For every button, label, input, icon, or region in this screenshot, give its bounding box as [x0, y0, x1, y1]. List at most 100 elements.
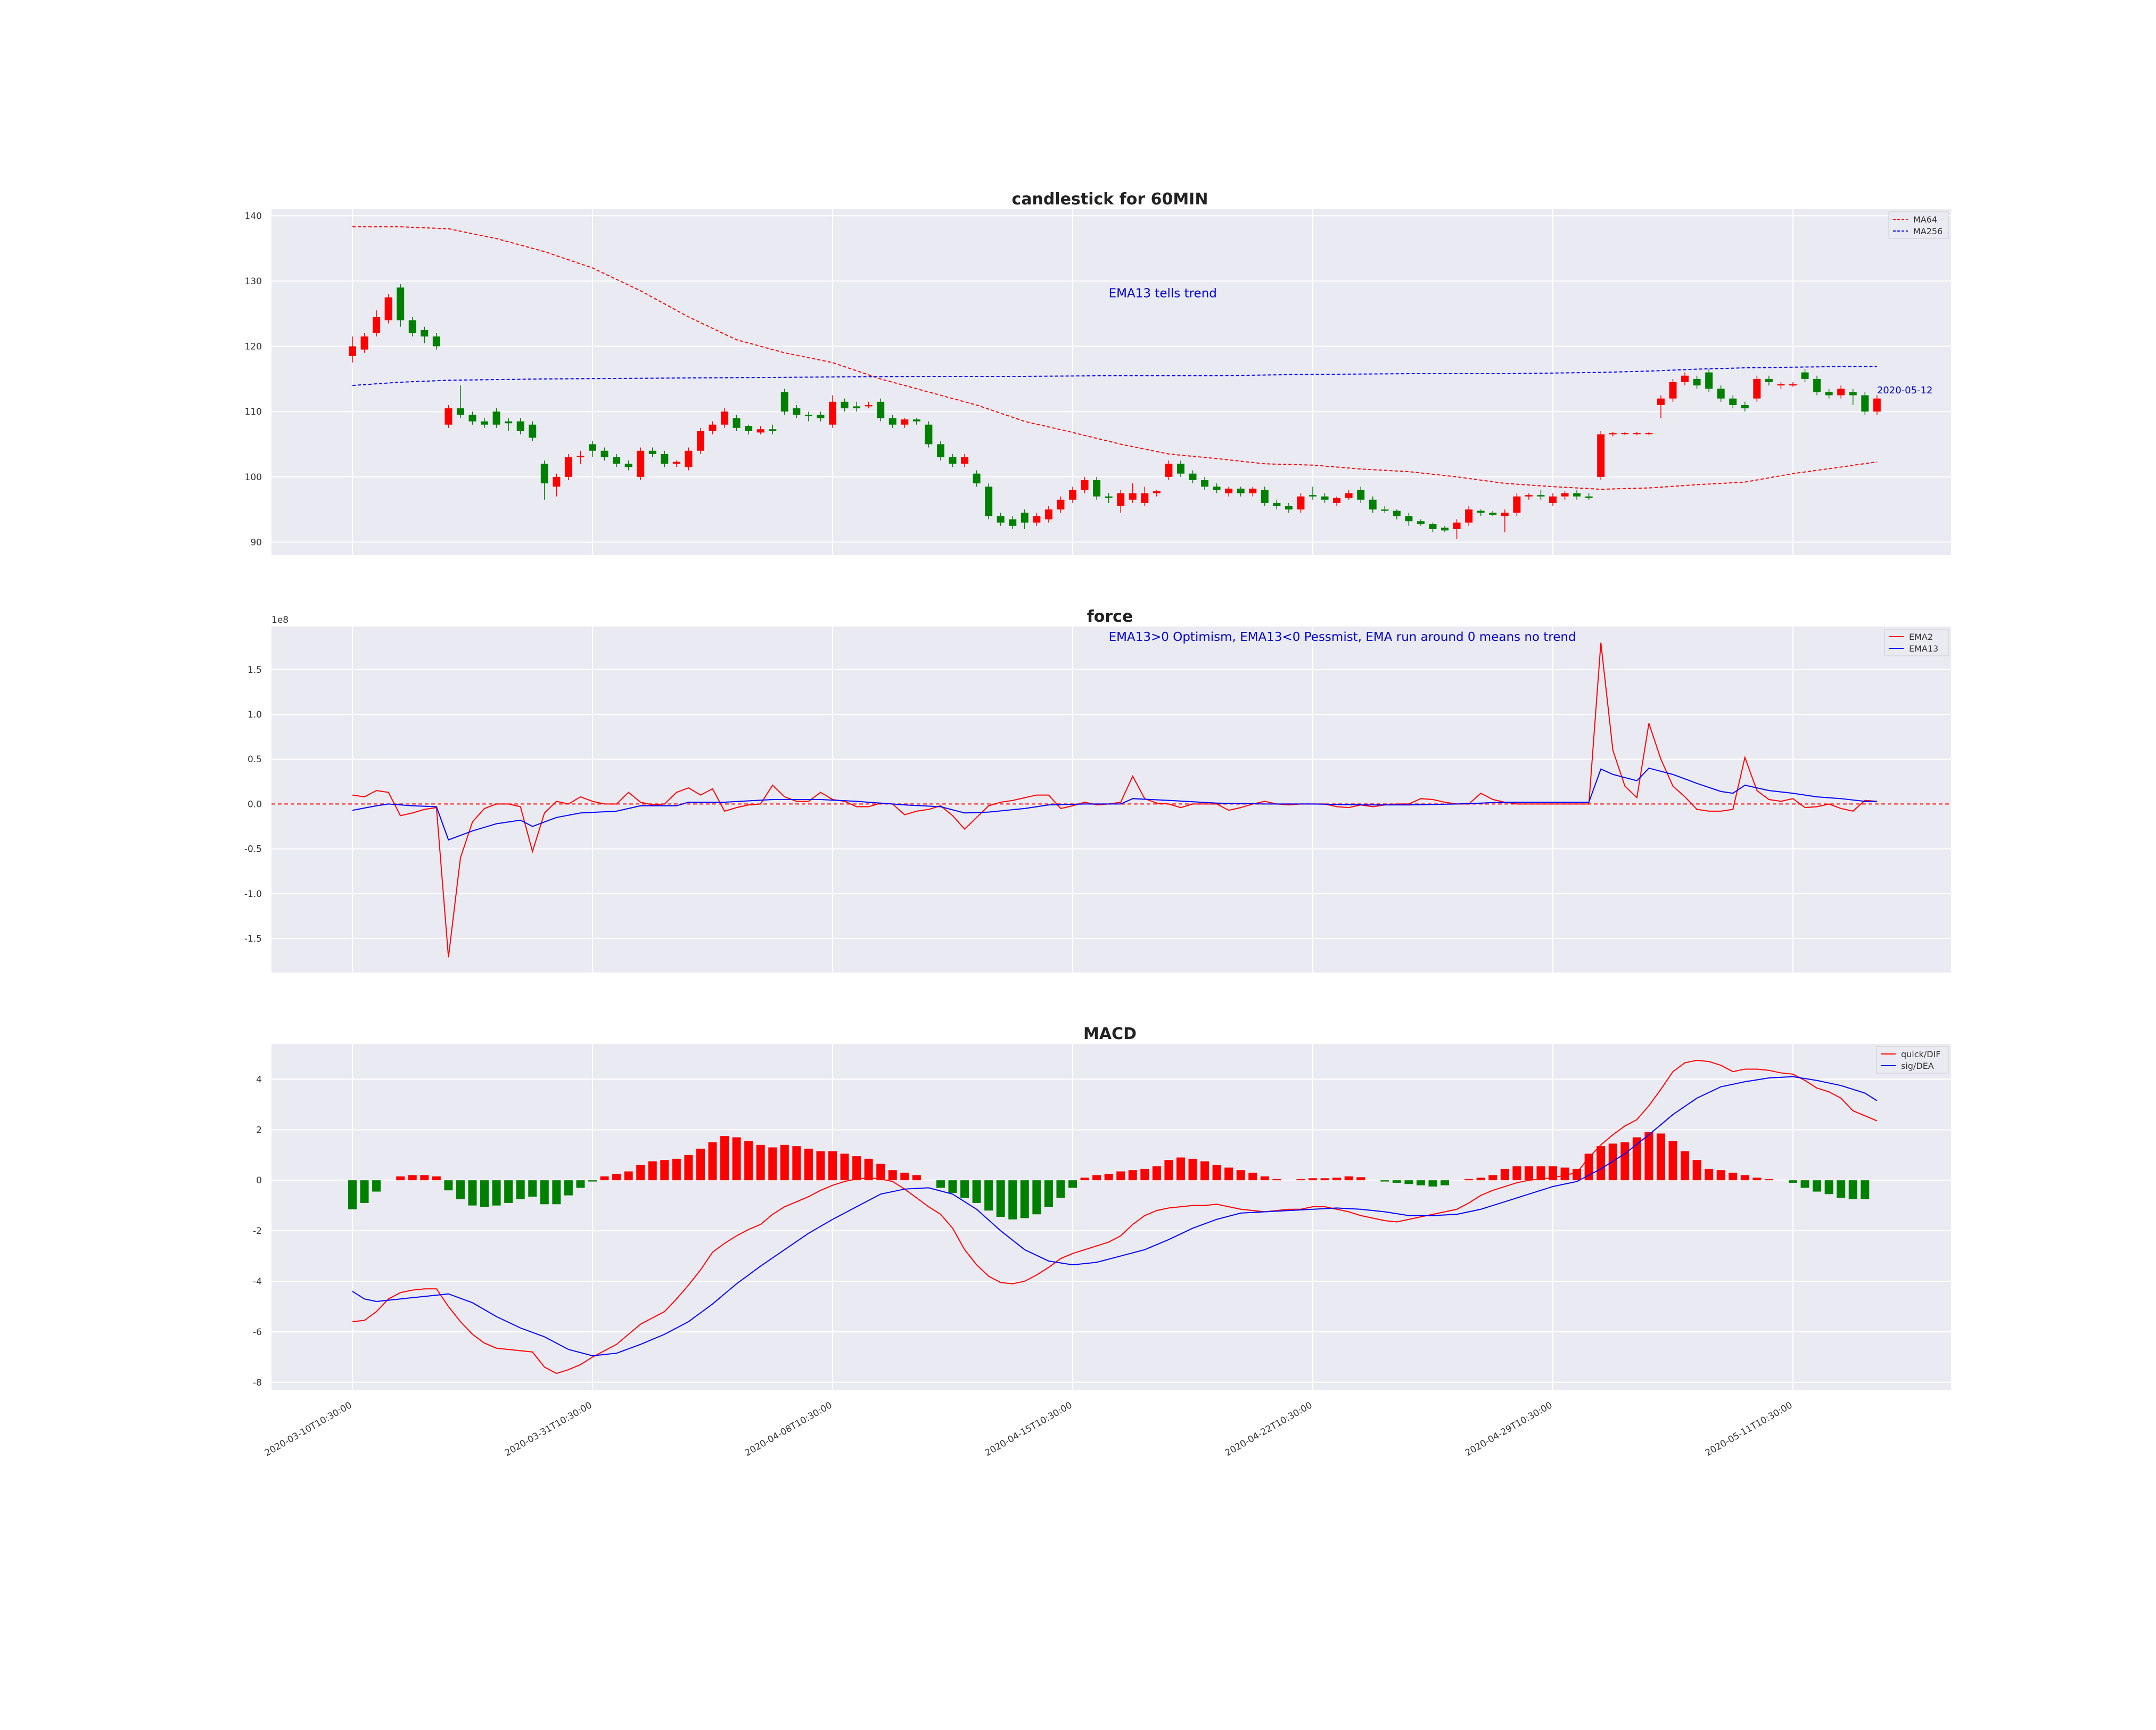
- candle-body: [901, 419, 909, 425]
- macd-histogram-bar: [1560, 1167, 1569, 1181]
- macd-histogram-bar: [1476, 1177, 1485, 1181]
- candle-body: [1837, 389, 1845, 396]
- candle: [985, 483, 993, 520]
- ema2-line: [352, 642, 1877, 958]
- candle-body: [1645, 433, 1653, 434]
- candle-body: [925, 424, 933, 444]
- candle: [1309, 487, 1316, 500]
- candle-body: [709, 424, 717, 431]
- macd-histogram-bar: [1524, 1166, 1533, 1181]
- candle-body: [1176, 464, 1184, 474]
- macd-histogram-bar: [1644, 1132, 1653, 1181]
- macd-histogram-bar: [1344, 1176, 1353, 1181]
- candle-body: [1129, 493, 1137, 500]
- macd-histogram-bar: [1164, 1160, 1173, 1181]
- macd-histogram-bar: [1212, 1165, 1221, 1181]
- candle: [709, 421, 717, 435]
- candle: [624, 460, 632, 471]
- dea-line: [352, 1076, 1878, 1356]
- macd-histogram-bar: [372, 1180, 381, 1192]
- candle: [1573, 490, 1581, 500]
- candle-body: [648, 450, 656, 454]
- candle: [936, 441, 944, 461]
- candle: [888, 415, 896, 428]
- candle: [529, 421, 537, 441]
- candle-body: [1861, 395, 1869, 412]
- candle: [1117, 490, 1125, 513]
- macd-y-tick-label: 0: [256, 1175, 262, 1186]
- candle-body: [672, 462, 680, 464]
- dea-line-path: [352, 1076, 1878, 1356]
- macd-histogram-bar: [720, 1136, 729, 1181]
- macd-histogram-bar: [1597, 1146, 1606, 1181]
- candle-body: [865, 405, 873, 407]
- candle-body: [540, 464, 548, 484]
- candle: [373, 310, 381, 337]
- macd-histogram-bar: [984, 1180, 993, 1211]
- macd-histogram-bar: [792, 1146, 801, 1181]
- candle: [1633, 432, 1641, 435]
- macd-histogram-bar: [828, 1151, 837, 1181]
- candle: [1729, 395, 1737, 409]
- macd-histogram-bar: [504, 1180, 513, 1203]
- macd-histogram-bar: [1248, 1172, 1257, 1181]
- candle-body: [1057, 499, 1065, 510]
- candle: [564, 454, 572, 480]
- candle: [829, 395, 836, 428]
- candle: [817, 411, 825, 422]
- macd-histogram-bar: [1200, 1161, 1209, 1181]
- candle: [1657, 395, 1665, 418]
- candle: [672, 460, 680, 467]
- macd-histogram-bar: [1056, 1180, 1065, 1198]
- candle: [1381, 506, 1389, 513]
- candle-body: [973, 473, 981, 484]
- candle: [553, 473, 561, 497]
- candle: [421, 326, 429, 343]
- candle-body: [1369, 499, 1377, 510]
- candle-body: [912, 419, 920, 422]
- macd-histogram-bar: [1272, 1179, 1281, 1181]
- force-y-tick-label: 0.5: [248, 754, 262, 765]
- candle-body: [577, 456, 585, 458]
- candle: [1537, 490, 1545, 500]
- candle: [468, 411, 476, 425]
- force-panel: force -1.5 -1.0 -0.5 0.0 0.5 1.0 1.5 1e8 EMA13…: [244, 607, 1951, 973]
- candle: [1297, 493, 1305, 513]
- candle-body: [432, 336, 440, 347]
- candle-body: [661, 454, 669, 464]
- candle-body: [1465, 509, 1473, 523]
- macd-histogram-bar: [684, 1155, 693, 1181]
- macd-histogram-bar: [600, 1176, 609, 1181]
- candle-body: [1009, 519, 1017, 526]
- candle-body: [936, 444, 944, 458]
- macd-histogram-bar: [420, 1175, 429, 1181]
- candle-body: [1237, 488, 1245, 493]
- candle-body: [841, 401, 849, 409]
- macd-histogram-bar: [1573, 1168, 1582, 1181]
- candle-body: [1225, 488, 1233, 493]
- macd-x-tick-label: 2020-03-10T10:30:00: [263, 1400, 354, 1459]
- candle-body: [1801, 372, 1809, 379]
- candlestick-y-tick-label: 110: [245, 407, 262, 417]
- candle: [997, 513, 1005, 526]
- ema13-line-path: [352, 767, 1877, 841]
- macd-histogram-bar: [1500, 1168, 1509, 1181]
- candle-body: [1657, 398, 1665, 405]
- candle-body: [1633, 433, 1641, 434]
- macd-histogram-bar: [1008, 1180, 1017, 1220]
- candle-body: [1393, 510, 1401, 516]
- macd-histogram-bar: [1428, 1180, 1437, 1187]
- candle-body: [1033, 516, 1041, 523]
- candle-body: [1621, 433, 1629, 434]
- candle-body: [1081, 480, 1089, 490]
- macd-histogram-bar: [840, 1154, 849, 1181]
- candle-body: [949, 457, 957, 464]
- candle: [516, 418, 524, 435]
- macd-histogram-bar: [1380, 1180, 1389, 1182]
- candle-body: [1165, 464, 1173, 477]
- macd-histogram-bar: [732, 1137, 741, 1181]
- macd-histogram: [348, 1132, 1870, 1220]
- candle: [901, 418, 909, 428]
- macd-histogram-bar: [1080, 1177, 1089, 1181]
- candle: [1693, 375, 1701, 389]
